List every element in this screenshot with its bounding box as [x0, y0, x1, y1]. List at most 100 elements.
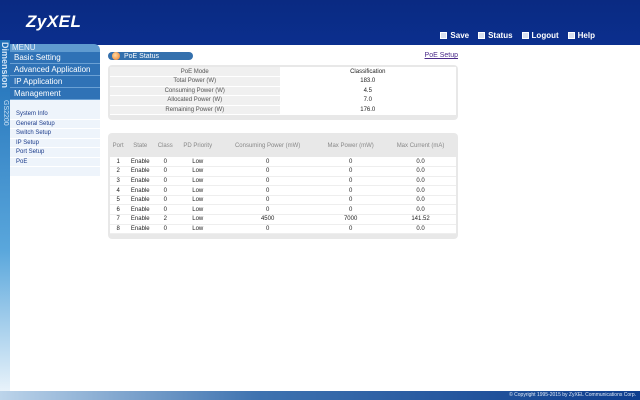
table-cell: 0.0 [385, 157, 456, 168]
top-link-logout[interactable]: Logout [521, 31, 559, 40]
status-icon [478, 32, 486, 39]
footer-copyright: © Copyright 1995-2015 by ZyXEL Communica… [0, 391, 640, 400]
table-cell: 0 [316, 176, 386, 187]
table-cell: 0 [219, 204, 317, 216]
table-cell: 0.0 [385, 176, 456, 187]
stat-label: Consuming Power (W) [110, 86, 280, 96]
stat-label: PoE Mode [110, 67, 280, 77]
menu-item[interactable]: Basic Setting [10, 52, 100, 64]
port-table-box: Port State Class PD Priority Consuming Power… [108, 133, 458, 240]
table-cell: 0 [316, 157, 386, 168]
stat-label: Total Power (W) [110, 76, 280, 87]
table-cell: 0 [316, 204, 386, 216]
column-header: Class [154, 135, 177, 157]
table-cell: Enable [126, 166, 155, 177]
submenu-item[interactable]: Port Setup [10, 148, 100, 158]
table-cell: 0 [154, 185, 177, 196]
table-cell: Low [176, 204, 220, 216]
table-cell: 4 [110, 185, 127, 196]
table-cell: 0.0 [385, 166, 456, 177]
table-cell: Low [176, 214, 220, 225]
table-cell: 0 [219, 166, 317, 177]
table-cell: 0 [154, 224, 177, 235]
header: ZyXEL Save Status Logout Help [0, 0, 640, 45]
stat-value: 183.0 [279, 76, 456, 87]
stat-value: Classification [279, 67, 456, 77]
table-cell: 0 [316, 224, 386, 235]
table-cell: 141.52 [385, 214, 456, 225]
table-cell: Enable [126, 157, 155, 168]
table-row: 3 Enable 0 Low 0 0 0.0 [110, 176, 456, 187]
table-cell: 0 [154, 166, 177, 177]
table-cell: 0 [316, 185, 386, 196]
table-cell: 0 [154, 195, 177, 206]
menu-item[interactable]: Management [10, 88, 100, 100]
table-cell: Low [176, 185, 220, 196]
table-row: 8 Enable 0 Low 0 0 0.0 [110, 224, 456, 235]
table-cell: 0 [219, 185, 317, 196]
column-header: State [126, 135, 155, 157]
submenu-item[interactable]: IP Setup [10, 139, 100, 148]
table-row: 7 Enable 2 Low 4500 7000 141.52 [110, 214, 456, 225]
table-cell: 0 [219, 157, 317, 168]
table-row: 6 Enable 0 Low 0 0 0.0 [110, 204, 456, 216]
table-cell: 6 [110, 204, 127, 216]
logout-icon [521, 32, 529, 39]
table-cell: Enable [126, 224, 155, 235]
stat-row: Consuming Power (W) 4.5 [110, 86, 456, 96]
table-cell: 8 [110, 224, 127, 235]
table-cell: 0 [154, 157, 177, 168]
top-link-status[interactable]: Status [478, 31, 513, 40]
table-cell: 4500 [219, 214, 317, 225]
save-icon [440, 32, 448, 39]
table-row: 2 Enable 0 Low 0 0 0.0 [110, 166, 456, 177]
menu-item[interactable]: IP Application [10, 76, 100, 88]
stat-value: 4.5 [279, 86, 456, 96]
table-cell: Low [176, 224, 220, 235]
table-cell: 1 [110, 157, 127, 168]
stat-label: Allocated Power (W) [110, 95, 280, 106]
column-header: Consuming Power (mW) [219, 135, 317, 157]
section-title: PoE Status [108, 52, 193, 60]
table-row: 4 Enable 0 Low 0 0 0.0 [110, 185, 456, 196]
stat-row: PoE Mode Classification [110, 67, 456, 77]
table-row: 1 Enable 0 Low 0 0 0.0 [110, 157, 456, 168]
table-cell: 0.0 [385, 204, 456, 216]
table-cell: Low [176, 157, 220, 168]
stat-row: Remaining Power (W) 176.0 [110, 105, 456, 115]
submenu-item[interactable]: System Info [10, 110, 100, 120]
submenu-item[interactable]: PoE [10, 158, 100, 167]
table-cell: 5 [110, 195, 127, 206]
stat-value: 176.0 [279, 105, 456, 115]
poe-summary: PoE Mode Classification Total Power (W) 183… [108, 65, 458, 120]
table-cell: 0 [219, 195, 317, 206]
stat-label: Remaining Power (W) [110, 105, 280, 115]
model-text: GS2200 [2, 100, 9, 126]
table-cell: Low [176, 176, 220, 187]
column-header: Max Power (mW) [316, 135, 386, 157]
side-brand-strip: Dimension GS2200 [0, 40, 10, 391]
table-cell: 0 [316, 166, 386, 177]
table-cell: Low [176, 195, 220, 206]
brand-text: Dimension [0, 42, 10, 89]
table-cell: 0 [154, 204, 177, 216]
table-cell: Enable [126, 195, 155, 206]
zyxel-logo: ZyXEL [26, 12, 82, 31]
submenu-item[interactable]: General Setup [10, 120, 100, 129]
submenu-item[interactable]: Switch Setup [10, 129, 100, 139]
top-link-help[interactable]: Help [567, 31, 595, 40]
table-cell: 0.0 [385, 224, 456, 235]
table-cell: 0 [316, 195, 386, 206]
table-cell: 2 [110, 166, 127, 177]
stat-row: Total Power (W) 183.0 [110, 76, 456, 87]
poe-setup-link[interactable]: PoE Setup [424, 52, 458, 59]
table-cell: 0 [154, 176, 177, 187]
main-menu: MENU Basic Setting Advanced Application IP… [10, 44, 100, 100]
column-header: PD Priority [176, 135, 220, 157]
table-cell: 2 [154, 214, 177, 225]
menu-item[interactable]: Advanced Application [10, 64, 100, 76]
help-icon [567, 32, 575, 39]
table-cell: Enable [126, 176, 155, 187]
top-link-save[interactable]: Save [440, 31, 469, 40]
table-cell: Low [176, 166, 220, 177]
